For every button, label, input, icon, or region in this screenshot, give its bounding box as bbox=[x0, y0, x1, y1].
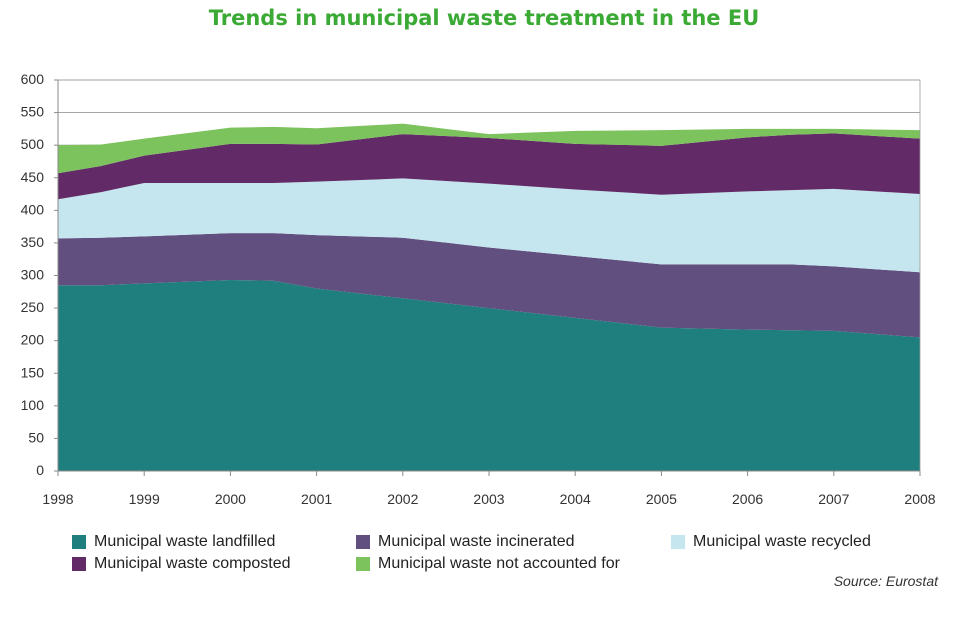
y-tick-label-100: 100 bbox=[21, 397, 45, 413]
legend-item-recycled: Municipal waste recycled bbox=[671, 533, 871, 551]
y-tick-label-500: 500 bbox=[21, 136, 45, 152]
legend-swatch-landfilled bbox=[72, 535, 86, 549]
x-tick-label-2008: 2008 bbox=[904, 491, 935, 507]
legend-label-composted: Municipal waste composted bbox=[94, 555, 291, 572]
legend-label-recycled: Municipal waste recycled bbox=[693, 533, 871, 550]
y-tick-label-150: 150 bbox=[21, 364, 45, 380]
legend-item-composted: Municipal waste composted bbox=[72, 555, 291, 573]
y-tick-label-450: 450 bbox=[21, 169, 45, 185]
legend-swatch-recycled bbox=[671, 535, 685, 549]
x-tick-label-2005: 2005 bbox=[646, 491, 677, 507]
x-tick-label-2007: 2007 bbox=[818, 491, 849, 507]
legend-swatch-incinerated bbox=[356, 535, 370, 549]
legend-item-not-accounted: Municipal waste not accounted for bbox=[356, 555, 620, 573]
legend-label-incinerated: Municipal waste incinerated bbox=[378, 533, 575, 550]
x-tick-label-1999: 1999 bbox=[129, 491, 160, 507]
y-tick-label-350: 350 bbox=[21, 234, 45, 250]
legend-item-landfilled: Municipal waste landfilled bbox=[72, 533, 275, 551]
chart-title: Trends in municipal waste treatment in t… bbox=[208, 6, 760, 30]
y-tick-label-550: 550 bbox=[21, 104, 45, 120]
y-tick-label-600: 600 bbox=[21, 71, 45, 87]
legend-label-not-accounted: Municipal waste not accounted for bbox=[378, 555, 620, 572]
area-not-accounted bbox=[58, 123, 920, 174]
area-composted bbox=[58, 133, 920, 200]
y-tick-label-0: 0 bbox=[36, 462, 44, 478]
x-tick-label-2002: 2002 bbox=[387, 491, 418, 507]
x-tick-label-2000: 2000 bbox=[215, 491, 246, 507]
y-tick-label-200: 200 bbox=[21, 332, 45, 348]
y-tick-label-400: 400 bbox=[21, 201, 45, 217]
legend: Municipal waste landfilled Municipal was… bbox=[58, 533, 938, 583]
x-tick-label-2001: 2001 bbox=[301, 491, 332, 507]
chart-area: 0 50 100 150 200 250 300 350 400 450 500 550 600 199… bbox=[21, 71, 936, 507]
y-tick-label-250: 250 bbox=[21, 299, 45, 315]
x-tick-label-1998: 1998 bbox=[42, 491, 73, 507]
legend-label-landfilled: Municipal waste landfilled bbox=[94, 533, 276, 550]
legend-item-incinerated: Municipal waste incinerated bbox=[356, 533, 575, 551]
y-tick-label-300: 300 bbox=[21, 267, 45, 283]
x-tick-label-2006: 2006 bbox=[732, 491, 763, 507]
area-landfilled bbox=[58, 280, 920, 471]
legend-swatch-not-accounted bbox=[356, 557, 370, 571]
source-note: Source: Eurostat bbox=[833, 573, 938, 589]
y-tick-label-50: 50 bbox=[28, 429, 44, 445]
area-recycled bbox=[58, 178, 920, 273]
legend-swatch-composted bbox=[72, 557, 86, 571]
x-tick-label-2004: 2004 bbox=[560, 491, 591, 507]
x-tick-label-2003: 2003 bbox=[473, 491, 504, 507]
area-incinerated bbox=[58, 233, 920, 338]
